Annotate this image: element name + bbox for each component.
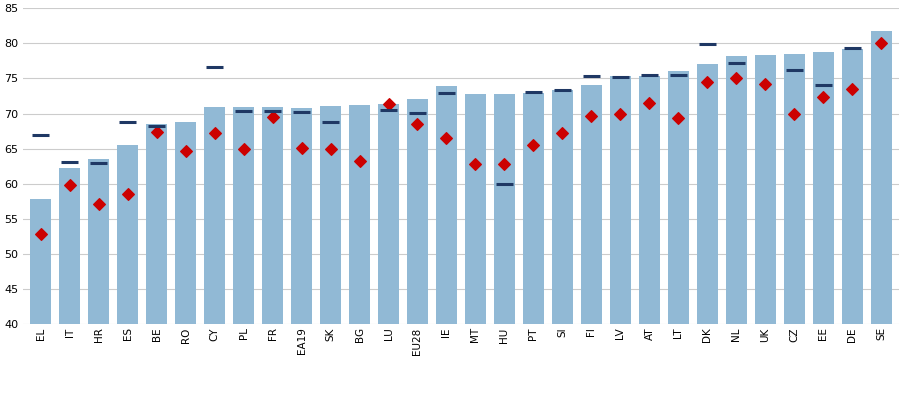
Point xyxy=(294,145,308,151)
Bar xyxy=(667,71,688,324)
Bar xyxy=(812,52,833,324)
Point xyxy=(265,114,280,121)
Bar xyxy=(59,168,80,324)
Point xyxy=(381,101,395,108)
Point xyxy=(207,129,222,136)
Point xyxy=(91,200,106,207)
Bar xyxy=(146,124,167,324)
Point xyxy=(178,148,192,154)
Bar xyxy=(580,85,602,324)
Bar xyxy=(407,99,428,324)
Bar xyxy=(551,90,572,324)
Point xyxy=(438,135,453,141)
Bar xyxy=(319,106,341,324)
Bar xyxy=(88,159,109,324)
Point xyxy=(844,86,859,92)
Bar xyxy=(870,31,891,324)
Bar xyxy=(522,92,543,324)
Point xyxy=(787,110,801,117)
Point xyxy=(612,110,627,117)
Bar xyxy=(204,107,225,324)
Bar xyxy=(696,64,717,324)
Bar xyxy=(436,86,456,324)
Point xyxy=(555,130,569,136)
Bar xyxy=(725,56,746,324)
Point xyxy=(584,113,598,120)
Bar xyxy=(175,122,196,324)
Point xyxy=(410,121,424,127)
Bar xyxy=(378,104,399,324)
Point xyxy=(641,100,656,106)
Bar xyxy=(349,105,370,324)
Point xyxy=(729,74,743,81)
Bar xyxy=(290,108,311,324)
Point xyxy=(699,79,713,85)
Point xyxy=(352,157,366,164)
Bar xyxy=(117,145,138,324)
Point xyxy=(497,161,511,168)
Point xyxy=(62,182,77,188)
Bar xyxy=(639,77,659,324)
Bar xyxy=(754,54,775,324)
Point xyxy=(120,191,134,197)
Bar xyxy=(465,94,485,324)
Bar xyxy=(841,49,862,324)
Point xyxy=(758,81,772,87)
Point xyxy=(149,129,163,135)
Point xyxy=(873,40,888,47)
Bar xyxy=(493,94,514,324)
Point xyxy=(236,146,251,153)
Bar xyxy=(610,76,630,324)
Bar xyxy=(262,107,282,324)
Bar xyxy=(783,54,804,324)
Point xyxy=(815,94,830,101)
Bar xyxy=(233,107,253,324)
Bar xyxy=(30,199,51,324)
Point xyxy=(323,146,337,152)
Point xyxy=(670,114,685,121)
Point xyxy=(468,161,483,168)
Point xyxy=(526,141,540,148)
Point xyxy=(33,230,48,237)
